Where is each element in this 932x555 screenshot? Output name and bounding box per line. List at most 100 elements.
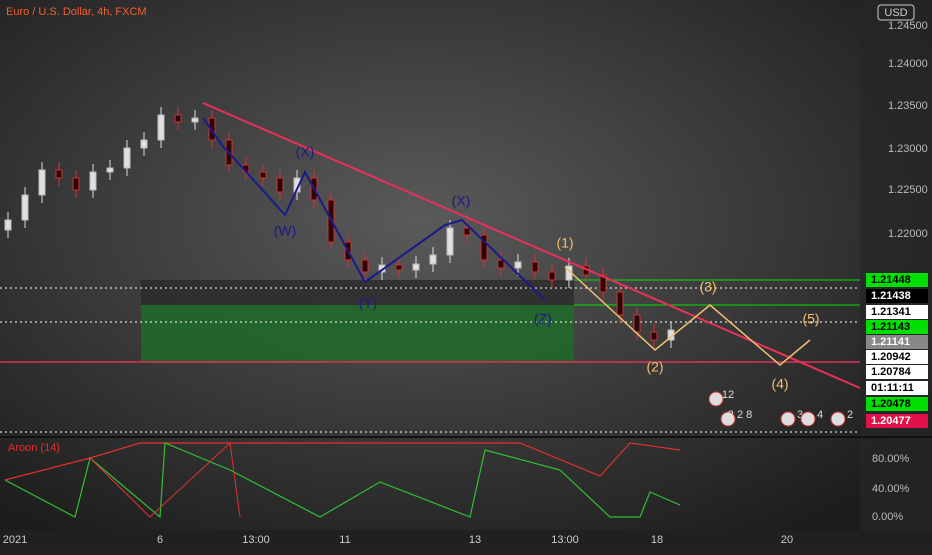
wave-label: (1) bbox=[556, 235, 573, 251]
candle-body bbox=[412, 263, 420, 271]
candle-body bbox=[208, 117, 216, 141]
indicator-tick-label: 80.00% bbox=[872, 453, 910, 465]
aroon-up-tail bbox=[89, 441, 241, 518]
wave-label: (5) bbox=[802, 311, 819, 327]
time-tick-label: 18 bbox=[651, 534, 663, 546]
wave-path bbox=[202, 117, 546, 301]
candle-body bbox=[174, 114, 182, 123]
candle-body bbox=[599, 274, 607, 293]
candle-body bbox=[4, 219, 12, 231]
title: Euro / U.S. Dollar, 4h, FXCM bbox=[6, 6, 147, 18]
price-tick-label: 1.22500 bbox=[888, 184, 928, 196]
price-badge bbox=[866, 320, 928, 334]
time-axis-bg bbox=[0, 530, 932, 550]
candle-body bbox=[616, 291, 624, 316]
price-badge bbox=[866, 289, 928, 303]
candle-body bbox=[650, 331, 658, 341]
time-tick-label: 2021 bbox=[3, 534, 27, 546]
price-tick-label: 1.24500 bbox=[888, 20, 928, 32]
candle-body bbox=[531, 261, 539, 273]
price-badge-label: 1.21143 bbox=[871, 321, 910, 333]
wave-label: (Z) bbox=[534, 311, 552, 327]
aroon-down bbox=[4, 442, 681, 519]
price-badge bbox=[866, 397, 928, 411]
candle-body bbox=[361, 259, 369, 273]
wave-label: (3) bbox=[699, 279, 716, 295]
candle-body bbox=[497, 259, 505, 269]
event-icon bbox=[830, 411, 846, 427]
candle-body bbox=[395, 264, 403, 271]
candle-body bbox=[21, 194, 29, 221]
price-tick-label: 1.23500 bbox=[888, 100, 928, 112]
event-count: 2 2 8 bbox=[728, 409, 752, 421]
event-count: 4 bbox=[817, 409, 823, 421]
price-badge-label: 01:11:11 bbox=[871, 382, 914, 394]
zone-green bbox=[141, 305, 574, 362]
price-badge bbox=[866, 365, 928, 379]
wave-label: (Y) bbox=[359, 295, 378, 311]
price-badge bbox=[866, 381, 928, 395]
candle-body bbox=[157, 114, 165, 141]
candle-body bbox=[548, 271, 556, 281]
price-badge-label: 1.20477 bbox=[871, 415, 911, 427]
wave-label: (W) bbox=[274, 223, 297, 239]
candle-body bbox=[123, 147, 131, 169]
candle-body bbox=[480, 234, 488, 261]
event-icon bbox=[780, 411, 796, 427]
candle-body bbox=[429, 254, 437, 265]
candle-body bbox=[89, 171, 97, 191]
candle-body bbox=[633, 314, 641, 333]
time-tick-label: 11 bbox=[339, 534, 350, 546]
event-icon bbox=[720, 411, 736, 427]
wave-projection bbox=[564, 266, 811, 366]
event-icon bbox=[800, 411, 816, 427]
wave-label: (2) bbox=[646, 359, 663, 375]
event-count: 12 bbox=[722, 389, 734, 401]
event-icon bbox=[708, 391, 724, 407]
candle-body bbox=[38, 169, 46, 196]
wave-label: (X) bbox=[452, 193, 471, 209]
wave-label: (4) bbox=[771, 376, 788, 392]
candle-body bbox=[514, 261, 522, 269]
price-badge bbox=[866, 414, 928, 428]
price-badge bbox=[866, 305, 928, 319]
zone-dark bbox=[141, 280, 574, 305]
time-tick-label: 13:00 bbox=[551, 534, 579, 546]
candle-body bbox=[276, 177, 284, 193]
candle-body bbox=[446, 227, 454, 256]
price-badge bbox=[866, 335, 928, 349]
currency-box[interactable] bbox=[877, 4, 915, 21]
time-tick-label: 13 bbox=[469, 534, 481, 546]
labels: 1.24500 1.24000 1.23500 1.23000 1.22500 1.220… bbox=[3, 20, 928, 546]
candle-body bbox=[55, 169, 63, 179]
time-tick-label: 6 bbox=[157, 534, 163, 546]
candle-body bbox=[140, 139, 148, 149]
event-count: 3 bbox=[797, 409, 803, 421]
indicator-tick-label: 40.00% bbox=[872, 483, 910, 495]
price-badge-label: 1.21341 bbox=[871, 306, 911, 318]
price-tick-label: 1.23000 bbox=[888, 143, 928, 155]
candle-body bbox=[72, 177, 80, 191]
price-badge-label: 1.21141 bbox=[871, 336, 910, 348]
time-tick-label: 13:00 bbox=[242, 534, 270, 546]
indicator-tick-label: 0.00% bbox=[872, 511, 903, 523]
price-badge-label: 1.21438 bbox=[871, 290, 911, 302]
price-badge-label: 1.21448 bbox=[871, 274, 911, 286]
candle-body bbox=[259, 171, 267, 179]
price-tick-label: 1.24000 bbox=[888, 58, 928, 70]
time-tick-label: 20 bbox=[781, 534, 793, 546]
currency[interactable]: USD bbox=[884, 7, 907, 19]
indicator-name: Aroon (14) bbox=[8, 442, 60, 454]
candle-body bbox=[191, 117, 199, 123]
price-tick-label: 1.22000 bbox=[888, 228, 928, 240]
price-badge-label: 1.20942 bbox=[871, 351, 911, 363]
candle-body bbox=[463, 227, 471, 236]
price-badge bbox=[866, 273, 928, 287]
price-badge-label: 1.20478 bbox=[871, 398, 911, 410]
event-count: 2 bbox=[847, 409, 853, 421]
price-badge bbox=[866, 350, 928, 364]
wave-label: (X) bbox=[296, 144, 315, 160]
